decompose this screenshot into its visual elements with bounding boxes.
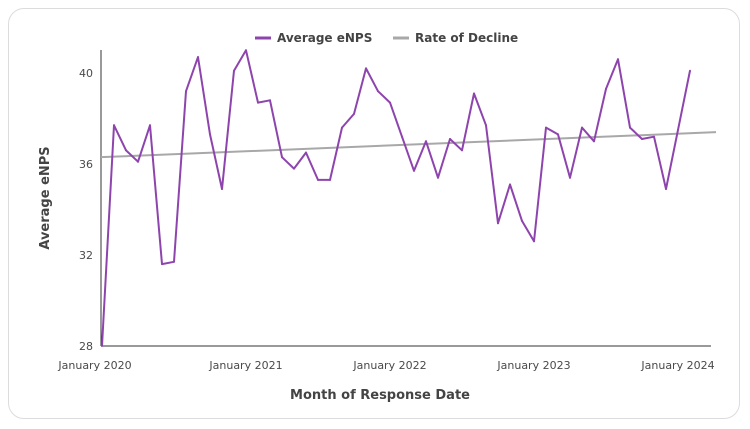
data-point-average-enps xyxy=(509,183,511,186)
y-tick-label: 36 xyxy=(79,158,93,171)
data-point-average-enps xyxy=(377,90,379,93)
x-tick-label: January 2020 xyxy=(57,359,131,372)
y-tick-labels: 28 32 36 40 xyxy=(79,67,93,353)
data-point-average-enps xyxy=(617,58,619,61)
data-point-average-enps xyxy=(461,149,463,152)
data-point-average-enps xyxy=(353,112,355,115)
series-layer xyxy=(100,49,717,347)
data-point-average-enps xyxy=(629,126,631,129)
data-point-average-enps xyxy=(569,176,571,179)
y-tick-label: 40 xyxy=(79,67,93,80)
chart-card xyxy=(8,8,740,419)
data-point-average-enps xyxy=(545,126,547,129)
x-axis-title: Month of Response Date xyxy=(290,388,470,403)
data-point-average-enps xyxy=(413,169,415,172)
data-point-average-enps xyxy=(221,188,223,190)
data-point-average-enps xyxy=(329,178,331,181)
y-tick-label: 32 xyxy=(79,249,93,262)
data-point-average-enps xyxy=(149,124,151,127)
data-point-average-enps xyxy=(269,99,271,102)
data-point-average-enps xyxy=(389,101,391,104)
data-point-average-enps xyxy=(185,90,187,93)
data-point-average-enps xyxy=(305,151,307,154)
data-point-average-enps xyxy=(197,56,199,59)
legend-label-average-enps: Average eNPS xyxy=(277,31,372,45)
axes xyxy=(100,50,711,347)
data-point-average-enps xyxy=(593,140,595,143)
data-point-average-enps xyxy=(677,128,679,131)
data-point-average-enps xyxy=(401,135,403,138)
x-tick-label: January 2021 xyxy=(208,359,282,372)
data-point-average-enps xyxy=(473,92,475,95)
data-point-average-enps xyxy=(365,67,367,70)
data-point-average-enps xyxy=(497,222,499,225)
data-point-average-enps xyxy=(653,135,655,138)
data-point-average-enps xyxy=(257,101,259,104)
data-point-average-enps xyxy=(665,188,667,190)
data-point-average-enps xyxy=(161,263,163,266)
legend: Average eNPS Rate of Decline xyxy=(255,31,518,45)
data-point-average-enps xyxy=(125,149,127,152)
data-point-average-enps xyxy=(317,178,319,181)
data-point-average-enps xyxy=(173,260,175,263)
data-point-average-enps xyxy=(485,124,487,127)
data-point-average-enps xyxy=(113,124,115,127)
data-point-average-enps xyxy=(281,156,283,159)
data-point-average-enps xyxy=(581,126,583,129)
data-point-average-enps xyxy=(557,133,559,136)
data-point-average-enps xyxy=(521,219,523,222)
x-tick-label: January 2022 xyxy=(352,359,426,372)
x-tick-labels: January 2020 January 2021 January 2022 Janu… xyxy=(57,359,714,372)
data-point-average-enps xyxy=(101,345,103,347)
data-point-average-enps xyxy=(233,69,235,72)
data-point-average-enps xyxy=(245,49,247,52)
x-tick-label: January 2023 xyxy=(496,359,570,372)
data-point-average-enps xyxy=(533,240,535,243)
data-point-average-enps xyxy=(425,140,427,143)
x-tick-label: January 2024 xyxy=(640,359,714,372)
data-point-average-enps xyxy=(209,133,211,136)
data-point-average-enps xyxy=(449,138,451,140)
data-point-average-enps xyxy=(137,160,139,163)
series-line-rate-of-decline xyxy=(100,131,717,159)
data-point-average-enps xyxy=(641,138,643,140)
data-point-average-enps xyxy=(437,176,439,179)
data-point-average-enps xyxy=(689,69,691,72)
legend-label-rate-of-decline: Rate of Decline xyxy=(415,31,518,45)
y-tick-label: 28 xyxy=(79,340,93,353)
y-axis-title: Average eNPS xyxy=(38,146,53,249)
data-point-average-enps xyxy=(341,126,343,129)
series-line-average-enps xyxy=(101,49,691,347)
data-point-average-enps xyxy=(605,87,607,90)
data-point-average-enps xyxy=(293,167,295,170)
